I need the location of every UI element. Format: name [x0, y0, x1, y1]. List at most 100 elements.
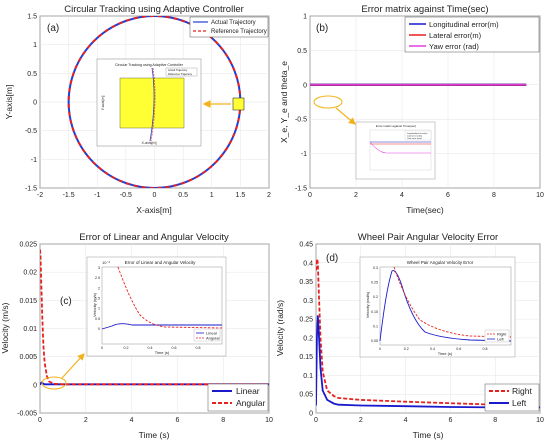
inset-a-reference-line: [150, 67, 156, 142]
panel-c-legend: Linear Angular: [207, 383, 269, 412]
panel-b-yticks: -1.5 -1 -0.5 0 0.5 1: [295, 14, 307, 193]
inset-c-title: Error of Linear and Angular Velocity: [125, 260, 197, 265]
y-tick-label: -0.005: [17, 411, 37, 418]
y-tick-label: 0.005: [19, 354, 37, 361]
inset-b-title: Error matrix against Time(sec): [376, 124, 416, 128]
y-tick-label: 0.2: [303, 335, 313, 342]
inset-c-xticks: 0 0.2 0.4 0.6 0.8: [101, 346, 201, 350]
inset-tick-label: 0.2: [124, 346, 129, 350]
x-tick-label: 2: [354, 192, 358, 199]
inset-d-yticks: 0.3 0.25 0.2 0.15 0.1 0.05: [371, 266, 378, 343]
x-tick-label: -1.5: [63, 192, 75, 199]
inset-c-yticks: 3 2.5 2 1.5 1 0.5 0: [95, 266, 100, 331]
legend-label-linear: Linear: [236, 386, 260, 396]
x-tick-label: 6: [446, 192, 450, 199]
panel-b-zoom-region: [313, 95, 343, 109]
y-tick-label: 0.15: [299, 354, 313, 361]
legend-label-lateral: Lateral error(m): [429, 31, 482, 40]
inset-d-left-line: [379, 270, 512, 342]
inset-a-zoom-fill: [119, 77, 185, 129]
panel-a-inset: Circular Tracking using Adaptive Control…: [96, 58, 202, 147]
panel-b-title: Error matrix against Time(sec): [361, 4, 488, 15]
inset-tick-label: 0.2: [404, 347, 409, 351]
panel-b-label: (b): [316, 23, 328, 34]
x-tick-label: 1.5: [236, 192, 246, 199]
inset-a-legend-1: Actual Trajectory: [168, 68, 188, 72]
inset-tick-label: 1.5: [95, 297, 100, 301]
inset-tick-label: 0.25: [371, 281, 378, 285]
inset-a-actual-line: [149, 67, 155, 142]
inset-tick-label: 0.05: [371, 339, 378, 343]
inset-a-xlabel: X-axis[m]: [142, 141, 157, 145]
panel-b-ylabel: X_e, Y_e and theta_e: [279, 61, 289, 143]
y-tick-label: 0.45: [299, 242, 313, 249]
legend-label-actual: Actual Trajectory: [211, 20, 256, 26]
y-tick-label: 1: [33, 42, 37, 49]
x-tick-label: 8: [492, 192, 496, 199]
panel-a-label: (a): [47, 23, 59, 34]
panel-d-label: (d): [326, 253, 338, 264]
series-line-angular: [40, 249, 269, 386]
x-tick-label: 0: [153, 192, 157, 199]
panel-c-zoom-arrow: [61, 353, 85, 379]
y-tick-label: 1.5: [27, 14, 37, 21]
inset-c-legend-1: Linear: [206, 331, 218, 336]
y-tick-label: -1.5: [25, 186, 37, 193]
inset-c-xlabel: Time (s): [155, 350, 170, 355]
y-tick-label: 0.3: [303, 298, 313, 305]
panel-c-inset: Error of Linear and Angular Velocity 10⁻…: [86, 256, 227, 357]
inset-tick-label: 0: [98, 327, 100, 331]
panel-d: Wheel Pair Angular Velocity Error 0 2 4 6 8 1…: [275, 232, 544, 440]
inset-c-angular-line: [117, 266, 223, 329]
y-tick-label: 0.05: [299, 392, 313, 399]
inset-b-legend-1: Longitudinal error(m): [407, 132, 428, 135]
x-tick-label: 10: [536, 417, 544, 424]
x-tick-label: 10: [536, 192, 544, 199]
x-tick-label: 0.5: [178, 192, 188, 199]
inset-tick-label: 0.4: [148, 346, 153, 350]
panel-a-title: Circular Tracking using Adaptive Control…: [64, 4, 244, 15]
inset-d-xlabel: Time (s): [438, 351, 453, 356]
x-tick-label: 8: [493, 417, 497, 424]
panel-d-xlabel: Time (s): [413, 430, 444, 440]
panel-d-inset: Wheel Pair Angular Velocity Error 0.3 0.2…: [359, 256, 516, 358]
panel-c-zoom-region: [41, 376, 67, 390]
panel-c-label: (c): [60, 296, 72, 307]
inset-tick-label: 0.8: [483, 347, 488, 351]
x-tick-label: 4: [130, 417, 134, 424]
panel-a-xlabel: X-axis[m]: [136, 205, 171, 215]
inset-d-right-line: [393, 266, 512, 338]
inset-tick-label: 0.3: [373, 266, 378, 270]
inset-b-legend-3: Yaw error (rad): [407, 137, 422, 140]
x-tick-label: 2: [267, 192, 271, 199]
y-tick-label: 0.4: [303, 260, 313, 267]
y-tick-label: 0.015: [19, 298, 37, 305]
panel-a-legend: Actual Trajectory Reference Trajectory: [189, 16, 269, 38]
x-tick-label: 10: [265, 417, 273, 424]
panel-d-legend: Right Left: [484, 383, 540, 412]
inset-d-title: Wheel Pair Angular Velocity Error: [407, 260, 474, 265]
inset-tick-label: 0.15: [371, 310, 378, 314]
y-tick-label: 0: [309, 411, 313, 418]
panel-c-title: Error of Linear and Angular Velocity: [79, 232, 229, 243]
panel-c: Error of Linear and Angular Velocity 0 2 4…: [0, 232, 273, 440]
x-tick-label: 1: [210, 192, 214, 199]
y-tick-label: -1: [31, 157, 37, 164]
inset-d-ylabel: Velocity (rad/s): [365, 291, 370, 318]
legend-label-right: Right: [512, 386, 532, 396]
x-tick-label: -0.5: [120, 192, 132, 199]
inset-tick-label: 0.5: [95, 317, 100, 321]
y-tick-label: 0.01: [23, 326, 37, 333]
inset-tick-label: 0.6: [456, 347, 461, 351]
legend-label-longitudinal: Longitudinal error(m): [429, 20, 499, 29]
inset-b-yaw-line: [369, 141, 431, 154]
panel-d-title: Wheel Pair Angular Velocity Error: [358, 232, 498, 243]
panel-b-inset: Error matrix against Time(sec) Longitudi…: [355, 121, 436, 180]
panel-b: Error matrix against Time(sec) 0 2 4 6 8 10 -…: [279, 4, 544, 215]
y-tick-label: 0.025: [19, 242, 37, 249]
x-tick-label: 0: [314, 417, 318, 424]
y-tick-label: 0: [33, 382, 37, 389]
panel-c-ylabel: Velocity (m/s): [0, 302, 10, 353]
panel-a-yticks: -1.5 -1 -0.5 0 0.5 1 1.5: [25, 14, 37, 193]
